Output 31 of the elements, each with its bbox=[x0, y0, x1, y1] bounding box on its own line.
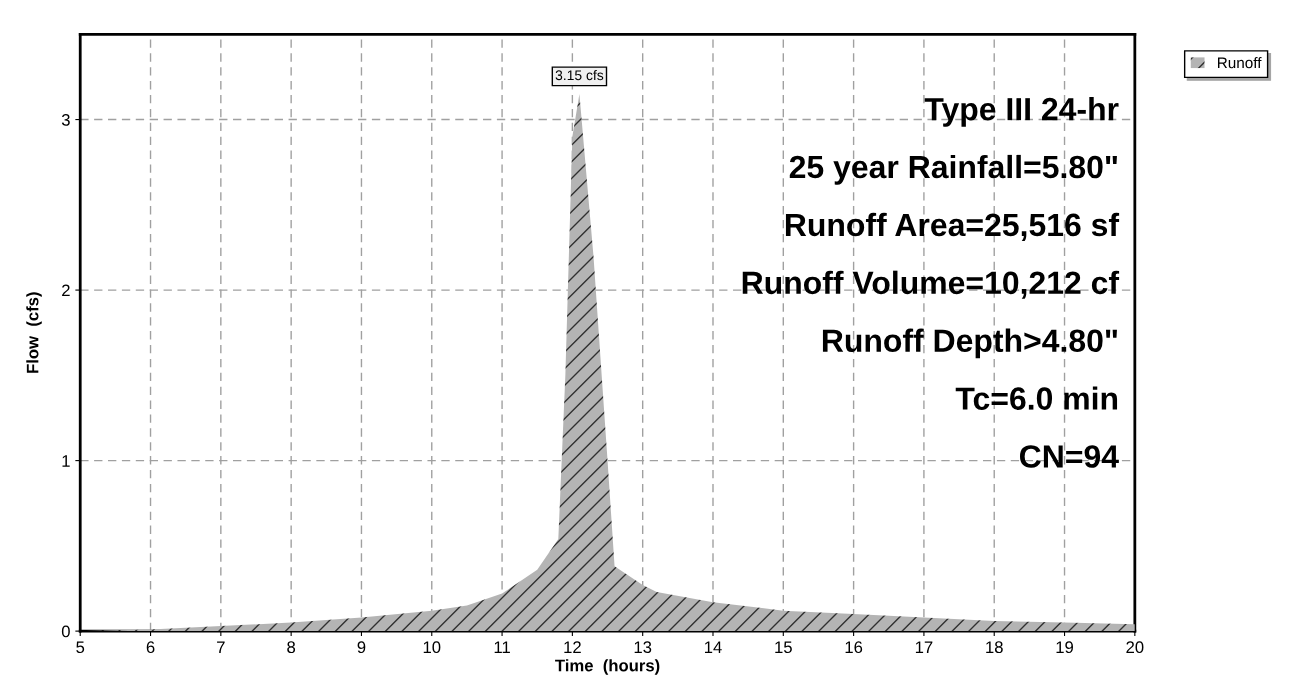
annotation: Tc=6.0 min bbox=[955, 386, 1118, 410]
x-tick-label: 6 bbox=[146, 641, 155, 654]
x-axis-title: Time (hours) bbox=[555, 659, 660, 675]
y-tick-label: 0 bbox=[61, 625, 70, 638]
y-tick-label: 1 bbox=[62, 455, 70, 467]
annotation: Runoff Area=25,516 sf bbox=[785, 212, 1120, 241]
y-axis-title: Flow (cfs) bbox=[26, 292, 42, 373]
legend-label: Runoff bbox=[1218, 57, 1262, 69]
annotation: Type III 24-hr bbox=[924, 97, 1119, 127]
y-tick-label: 3 bbox=[61, 113, 70, 126]
x-tick-label: 5 bbox=[76, 641, 85, 654]
x-tick-label: 16 bbox=[845, 641, 863, 654]
annotation: CN=94 bbox=[1020, 445, 1119, 468]
y-tick-label: 2 bbox=[62, 284, 70, 297]
x-tick-label: 7 bbox=[217, 641, 225, 653]
annotation: 25 year Rainfall=5.80" bbox=[789, 154, 1117, 185]
x-tick-label: 13 bbox=[634, 641, 652, 654]
annotation: Runoff Depth>4.80" bbox=[822, 328, 1117, 359]
x-tick-label: 18 bbox=[986, 641, 1003, 654]
x-tick-label: 12 bbox=[564, 641, 581, 653]
x-tick-label: 19 bbox=[1056, 641, 1074, 654]
x-tick-label: 11 bbox=[494, 641, 510, 653]
x-tick-label: 10 bbox=[423, 641, 441, 654]
x-tick-label: 20 bbox=[1126, 641, 1144, 654]
x-tick-label: 15 bbox=[775, 641, 792, 654]
x-tick-label: 9 bbox=[357, 641, 366, 654]
x-tick-label: 8 bbox=[287, 641, 296, 654]
x-tick-label: 14 bbox=[705, 641, 722, 653]
annotation: 3.15 cfs bbox=[555, 69, 604, 81]
x-tick-label: 17 bbox=[915, 641, 933, 653]
annotation: Runoff Volume=10,212 cf bbox=[742, 270, 1120, 299]
